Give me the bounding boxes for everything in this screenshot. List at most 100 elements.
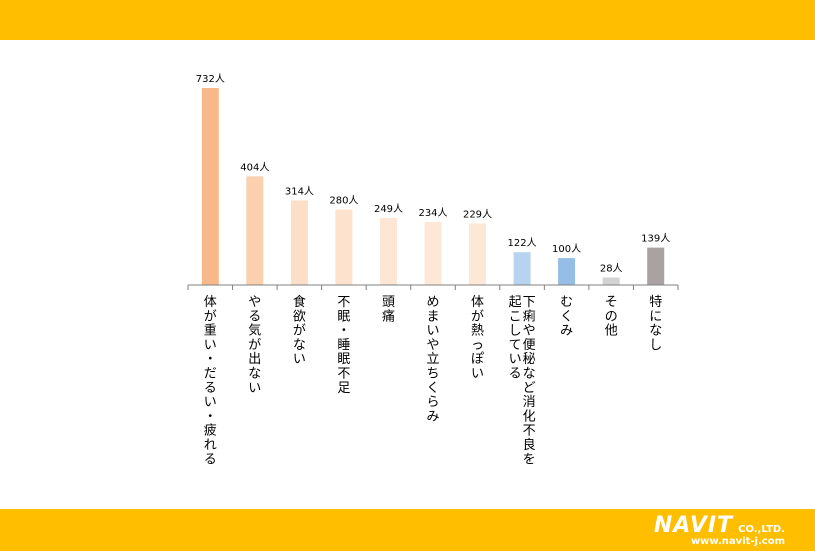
category-label-char: ら	[426, 395, 439, 410]
category-label-char: い	[204, 338, 217, 353]
category-label-char: ぽ	[471, 352, 484, 367]
category-label-char: 便	[523, 338, 536, 353]
category-label-char: そ	[605, 295, 618, 310]
bar-value-label: 234人	[418, 207, 447, 219]
category-label-char: れ	[204, 438, 217, 453]
category-label-char: っ	[471, 338, 484, 353]
category-label-char: い	[426, 324, 439, 339]
category-label-char: い	[248, 381, 261, 396]
category-label-char: 痢	[523, 308, 536, 324]
category-label-char: 他	[605, 324, 618, 339]
bar	[246, 176, 264, 285]
bar-value-label: 280人	[329, 195, 358, 207]
category-label-char: の	[605, 309, 618, 324]
bar	[558, 258, 576, 285]
bottom-banner	[0, 509, 815, 551]
category-label-char: が	[293, 324, 306, 339]
bar-value-label: 122人	[508, 237, 537, 249]
bar	[380, 218, 397, 285]
bar-value-label: 314人	[285, 186, 314, 198]
bar	[424, 222, 442, 285]
x-axis-ticks-layer	[187, 285, 679, 290]
category-label-char: 眠	[337, 352, 350, 367]
category-label-char: 不	[337, 367, 350, 382]
logo-url: www.navit-j.com	[690, 536, 785, 547]
category-label-char: み	[560, 324, 573, 339]
category-label-char: ・	[204, 352, 217, 367]
bar	[201, 88, 219, 285]
category-label-char: る	[509, 367, 522, 382]
category-label-char: 睡	[337, 338, 350, 353]
category-label-char: し	[509, 324, 522, 339]
category-label-char: い	[293, 352, 306, 367]
bar	[335, 209, 353, 285]
category-label-char: や	[426, 338, 439, 353]
category-label-char: 化	[523, 409, 536, 424]
top-banner	[0, 0, 815, 40]
category-label-char: 秘	[523, 352, 536, 367]
bar	[469, 223, 486, 285]
category-label-char: が	[248, 338, 261, 353]
bar-value-label: 229人	[463, 208, 492, 220]
category-label-char: め	[426, 295, 439, 310]
bar	[602, 277, 620, 285]
category-label-char: 体	[204, 295, 217, 310]
category-label-char: な	[523, 367, 536, 382]
category-label-char: 欲	[293, 308, 306, 324]
category-label-char: 特	[649, 295, 662, 310]
bar	[290, 200, 308, 285]
category-label-char: な	[293, 338, 306, 353]
category-label-char: に	[649, 309, 662, 324]
bars-layer	[201, 88, 665, 285]
category-label-char: 不	[523, 424, 536, 439]
category-label-char: る	[204, 381, 217, 396]
category-label-char: や	[523, 324, 536, 339]
category-label-char: 良	[523, 437, 536, 453]
category-label-char: が	[471, 309, 484, 324]
category-label-char: て	[509, 338, 522, 353]
category-label-char: ・	[204, 409, 217, 424]
category-label-char: 気	[248, 323, 261, 339]
category-label-char: 消	[523, 395, 536, 410]
company-logo: NAVIT CO.,LTD. www.navit-j.com	[654, 513, 785, 547]
bar-value-label: 139人	[641, 233, 670, 245]
value-labels-layer: 732人 404人 314人 280人 249人 234人 229人 122人 100人 28人 1…	[196, 73, 670, 275]
bar-value-label: 404人	[240, 161, 269, 173]
bar	[647, 247, 665, 285]
bar	[513, 252, 531, 285]
category-label-char: く	[426, 381, 439, 396]
bar-value-label: 28人	[600, 263, 623, 275]
category-label-char: 痛	[382, 308, 395, 324]
category-label-char: な	[248, 367, 261, 382]
category-label-char: る	[204, 452, 217, 467]
category-label-char: 起	[509, 295, 522, 310]
category-label-char: み	[426, 409, 439, 424]
category-label-char: が	[204, 309, 217, 324]
category-label-char: い	[204, 395, 217, 410]
category-label-char: む	[560, 295, 573, 310]
category-label-char: 出	[248, 352, 261, 367]
category-label-char: 体	[471, 295, 484, 310]
category-label-char: 熱	[471, 324, 484, 339]
bar-value-label: 249人	[374, 203, 403, 215]
logo-suffix: CO.,LTD.	[738, 524, 785, 535]
category-label-char: ・	[337, 324, 350, 339]
category-label-char: る	[248, 309, 261, 324]
bar-value-label: 100人	[552, 243, 581, 255]
category-labels-layer: 体が重い・だるい・疲れるやる気が出ない食欲がない不眠・睡眠不足頭痛めまいや立ちく…	[204, 294, 662, 467]
category-label-char: 食	[293, 294, 306, 310]
category-label-char: い	[471, 367, 484, 382]
logo-name: NAVIT	[653, 513, 734, 538]
category-label-char: ま	[426, 309, 439, 324]
category-label-char: ち	[426, 367, 439, 382]
category-label-char: 頭	[382, 295, 395, 310]
category-label-char: こ	[509, 309, 522, 324]
category-label-char: な	[649, 324, 662, 339]
category-label-char: し	[649, 338, 662, 353]
category-label-char: 立	[426, 352, 439, 367]
category-label-char: だ	[204, 367, 217, 382]
category-label-char: 疲	[204, 423, 217, 439]
category-label-char: や	[248, 295, 261, 310]
category-label-char: 下	[523, 295, 536, 310]
